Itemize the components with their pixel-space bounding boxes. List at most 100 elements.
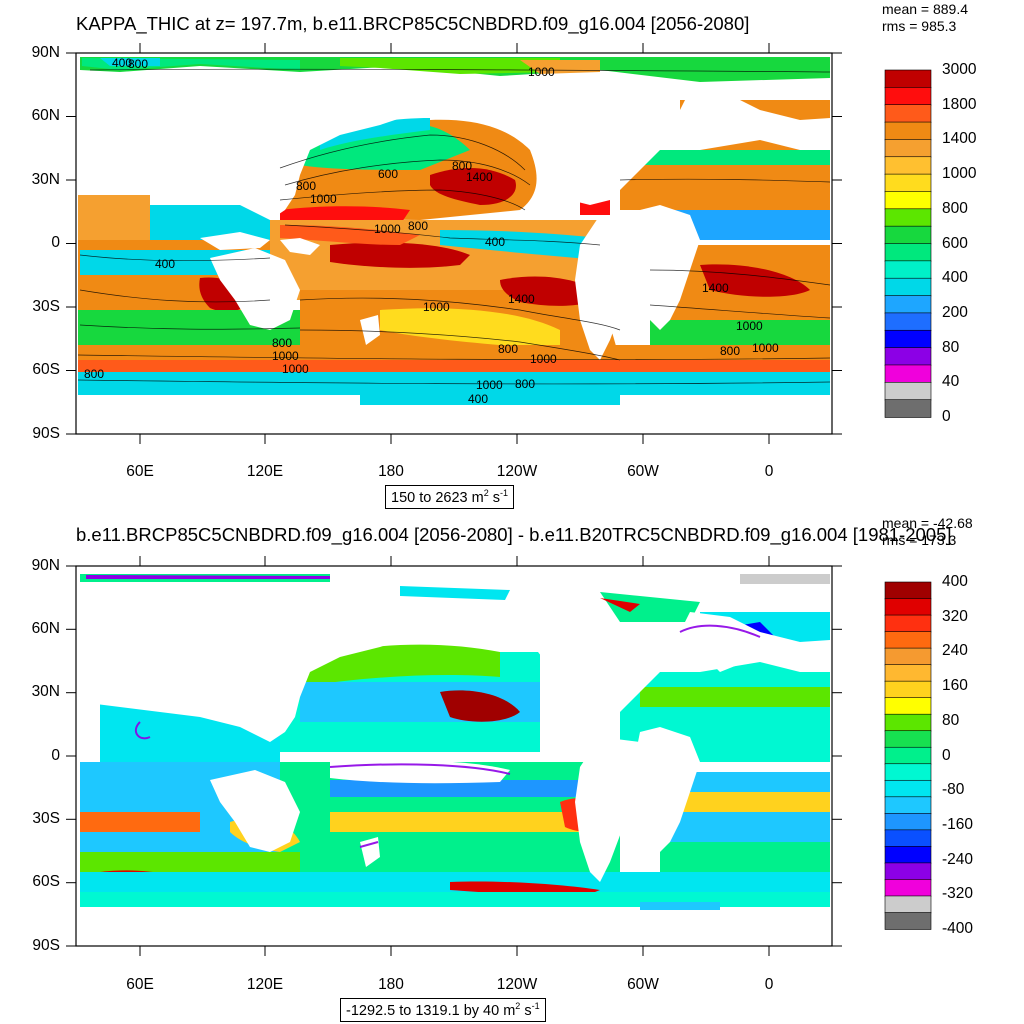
top-lon-label: 60E — [126, 463, 154, 480]
top-lat-label: 60S — [32, 361, 60, 378]
top-colorbar-label: 1800 — [942, 95, 977, 113]
top-range-text: 150 to 2623 m — [391, 489, 484, 506]
contour-label: 400 — [112, 56, 132, 70]
contour-label: 400 — [155, 257, 175, 271]
top-panel: KAPPA_THIC at z= 197.7m, b.e11.BRCP85C5C… — [31, 1, 977, 509]
contour-label: 800 — [720, 344, 740, 358]
top-colorbar-swatch — [884, 399, 932, 418]
bottom-colorbar — [884, 581, 932, 930]
bottom-lat-label: 90N — [31, 557, 60, 574]
top-lon-label: 120E — [246, 463, 284, 480]
top-range-sup2: -1 — [500, 488, 509, 498]
bottom-colorbar-label: 160 — [942, 677, 968, 695]
top-colorbar-label: 1400 — [942, 130, 977, 148]
top-lat-label: 90S — [32, 425, 60, 442]
top-colorbar-swatch — [884, 312, 932, 332]
top-lon-label: 180 — [378, 463, 404, 480]
top-colorbar-label: 200 — [942, 303, 968, 321]
bottom-panel: b.e11.BRCP85C5CNBDRD.f09_g16.004 [2056-2… — [0, 512, 1024, 1024]
top-map: 800 1000 400 800 1000 800 600 1000 800 1… — [66, 43, 932, 444]
top-lat-label: 60N — [31, 107, 60, 124]
contour-label: 1400 — [466, 170, 493, 184]
top-colorbar — [884, 69, 932, 418]
bottom-colorbar-swatch — [884, 631, 932, 649]
bottom-colorbar-swatch — [884, 796, 932, 815]
bottom-colorbar-swatch — [884, 697, 932, 715]
bottom-lat-label: 30S — [32, 810, 60, 827]
contour-label: 1000 — [423, 300, 450, 314]
contour-label: 1400 — [702, 281, 729, 295]
bottom-colorbar-swatch — [884, 746, 932, 765]
contour-label: 800 — [272, 336, 292, 350]
bottom-colorbar-swatch — [884, 895, 932, 914]
bottom-colorbar-swatch — [884, 763, 932, 782]
top-colorbar-label: 0 — [942, 408, 951, 425]
top-stats: mean = 889.4 rms = 985.3 — [882, 1, 968, 35]
bottom-colorbar-swatch — [884, 730, 932, 749]
bottom-colorbar-swatch — [884, 680, 932, 699]
bottom-colorbar-label: -240 — [942, 850, 974, 868]
top-lon-label: 60W — [627, 463, 659, 480]
top-colorbar-label: 400 — [942, 269, 968, 287]
top-colorbar-swatch — [884, 243, 932, 262]
top-range-s: s — [488, 489, 501, 506]
top-range-box: 150 to 2623 m2 s-1 — [385, 485, 515, 509]
bottom-rms: rms = 173.3 — [882, 532, 957, 548]
bottom-colorbar-label: 320 — [942, 607, 968, 625]
bottom-colorbar-swatch — [884, 829, 932, 848]
top-colorbar-swatch — [884, 364, 932, 384]
bottom-range-sup2: -1 — [531, 1001, 540, 1011]
contour-label: 1000 — [272, 349, 299, 363]
top-lon-label: 120W — [496, 463, 538, 480]
bottom-colorbar-label: 400 — [942, 573, 968, 590]
bottom-map — [66, 556, 932, 956]
top-mean: mean = 889.4 — [882, 1, 969, 17]
bottom-lat-label: 0 — [51, 747, 60, 764]
bottom-lon-label: 0 — [764, 976, 774, 993]
top-ticks — [66, 43, 842, 444]
bottom-colorbar-swatch — [884, 879, 932, 897]
top-colorbar-label: 800 — [942, 199, 968, 217]
top-colorbar-swatch — [884, 191, 932, 210]
bottom-lon-label: 120W — [496, 976, 538, 993]
contour-label: 400 — [485, 235, 505, 249]
contour-label: 800 — [128, 57, 148, 71]
bottom-colorbar-swatch — [884, 846, 932, 864]
contour-label: 800 — [84, 367, 104, 381]
top-colorbar-swatch — [884, 104, 932, 123]
contour-label: 800 — [498, 342, 518, 356]
contour-label: 1000 — [530, 352, 557, 366]
contour-label: 400 — [468, 392, 488, 406]
top-colorbar-swatch — [884, 156, 932, 175]
bottom-colorbar-swatch — [884, 598, 932, 616]
bottom-colorbar-swatch — [884, 664, 932, 682]
bottom-lat-label: 30N — [31, 683, 60, 700]
bottom-range-box: -1292.5 to 1319.1 by 40 m2 s-1 — [340, 998, 546, 1022]
top-lat-label: 30S — [32, 298, 60, 315]
top-colorbar-swatch — [884, 347, 932, 366]
top-colorbar-swatch — [884, 173, 932, 193]
top-title: KAPPA_THIC at z= 197.7m, b.e11.BRCP85C5C… — [76, 13, 750, 34]
top-colorbar-swatch — [884, 277, 932, 297]
top-lat-label: 0 — [51, 234, 60, 251]
bottom-colorbar-swatch — [884, 912, 932, 930]
contour-label: 800 — [408, 219, 428, 233]
top-lat-label: 30N — [31, 171, 60, 188]
bottom-lon-label: 180 — [378, 976, 404, 993]
bottom-colorbar-swatch — [884, 647, 932, 666]
top-colorbar-swatch — [884, 260, 932, 280]
contour-label: 1000 — [374, 222, 401, 236]
top-colorbar-swatch — [884, 87, 932, 106]
bottom-colorbar-swatch — [884, 813, 932, 831]
contour-label: 1000 — [528, 65, 555, 79]
top-lat-label: 90N — [31, 44, 60, 61]
contour-label: 800 — [296, 179, 316, 193]
bottom-colorbar-label: 0 — [942, 746, 951, 764]
contour-label: 1000 — [310, 192, 337, 206]
bottom-colorbar-label: 80 — [942, 711, 960, 729]
contour-label: 1000 — [476, 378, 503, 392]
bottom-lon-label: 120E — [246, 976, 284, 993]
top-rms: rms = 985.3 — [882, 18, 957, 34]
contour-label: 800 — [515, 377, 535, 391]
contour-label: 1400 — [508, 292, 535, 306]
